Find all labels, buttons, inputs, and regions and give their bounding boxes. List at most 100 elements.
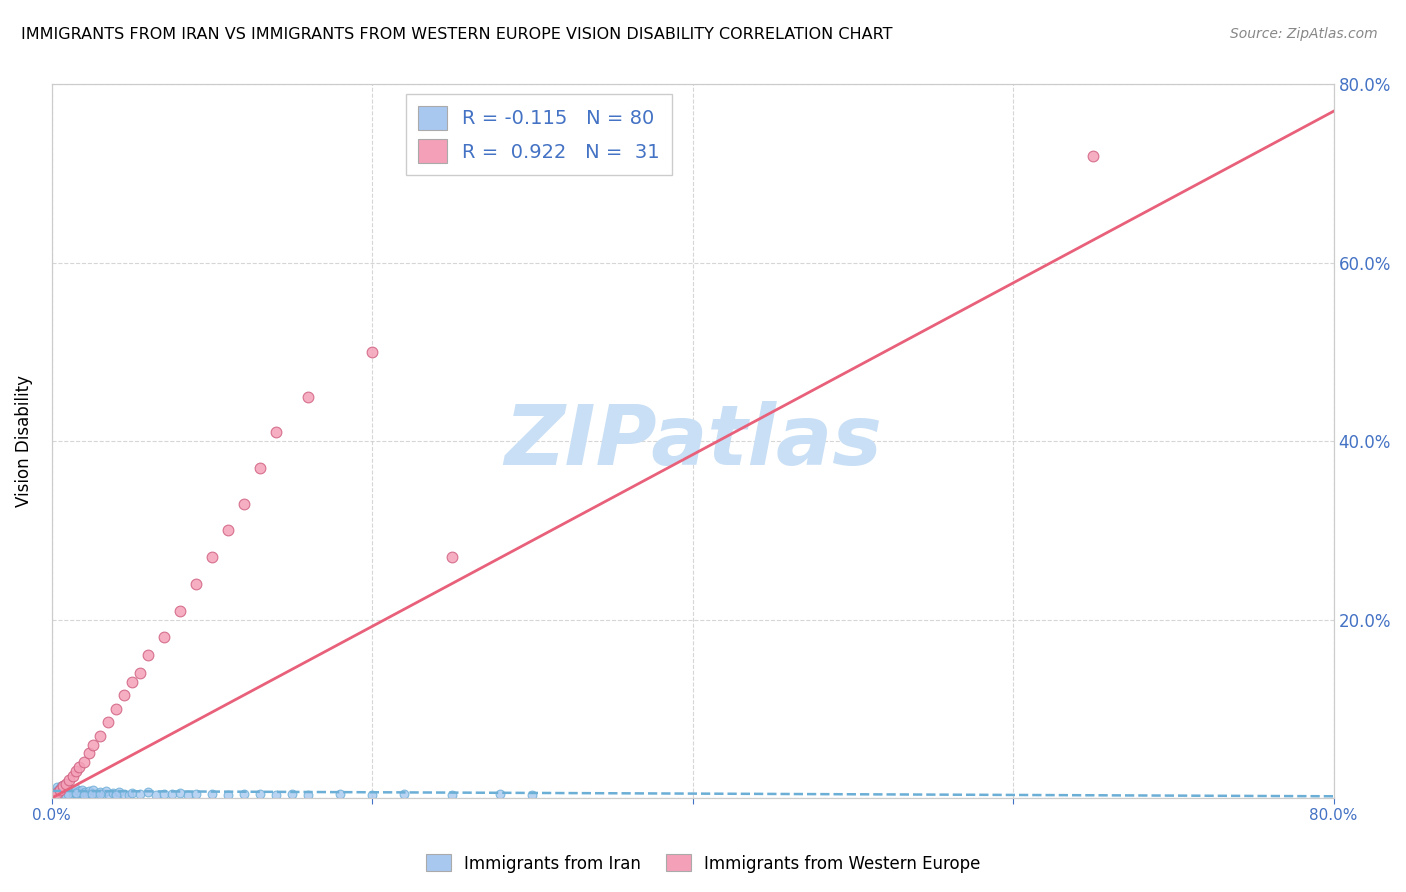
Point <box>361 345 384 359</box>
Point <box>73 789 96 803</box>
Text: ZIPatlas: ZIPatlas <box>503 401 882 482</box>
Point <box>82 783 104 797</box>
Point <box>118 789 141 803</box>
Point <box>58 785 80 799</box>
Point <box>112 787 135 801</box>
Point <box>136 648 159 663</box>
Point <box>329 788 352 802</box>
Point <box>489 788 512 802</box>
Point <box>49 783 72 797</box>
Point <box>77 747 100 761</box>
Point <box>98 789 121 803</box>
Point <box>91 787 114 801</box>
Point <box>297 789 319 803</box>
Point <box>52 786 75 800</box>
Point <box>184 577 207 591</box>
Point <box>112 689 135 703</box>
Point <box>62 769 84 783</box>
Point <box>55 777 77 791</box>
Point <box>264 425 287 440</box>
Point <box>49 789 72 803</box>
Point <box>441 550 464 565</box>
Point <box>63 785 86 799</box>
Point <box>45 786 67 800</box>
Point <box>145 789 167 803</box>
Point <box>73 788 96 802</box>
Point <box>101 786 124 800</box>
Point <box>46 783 69 797</box>
Point <box>42 789 65 804</box>
Point <box>42 787 65 801</box>
Point <box>77 784 100 798</box>
Point <box>169 786 191 800</box>
Point <box>128 666 150 681</box>
Point <box>233 787 256 801</box>
Point <box>67 760 90 774</box>
Point <box>128 788 150 802</box>
Point <box>56 788 79 802</box>
Point <box>67 784 90 798</box>
Point <box>153 631 176 645</box>
Point <box>55 786 77 800</box>
Point <box>56 783 79 797</box>
Point <box>82 738 104 752</box>
Point <box>249 461 271 475</box>
Point <box>65 764 87 779</box>
Point <box>153 787 176 801</box>
Point <box>217 524 239 538</box>
Legend: R = -0.115   N = 80, R =  0.922   N =  31: R = -0.115 N = 80, R = 0.922 N = 31 <box>406 95 672 175</box>
Point <box>59 783 82 797</box>
Point <box>96 784 118 798</box>
Point <box>136 785 159 799</box>
Point <box>79 789 101 803</box>
Point <box>49 781 72 796</box>
Point <box>169 604 191 618</box>
Point <box>104 702 127 716</box>
Point <box>86 788 108 802</box>
Point <box>522 789 544 803</box>
Point <box>44 784 66 798</box>
Point <box>52 780 75 794</box>
Y-axis label: Vision Disability: Vision Disability <box>15 376 32 508</box>
Point <box>58 781 80 796</box>
Point <box>45 788 67 802</box>
Point <box>121 786 143 800</box>
Point <box>281 787 304 801</box>
Point <box>51 787 73 801</box>
Text: Source: ZipAtlas.com: Source: ZipAtlas.com <box>1230 27 1378 41</box>
Point <box>75 785 97 799</box>
Point <box>394 788 416 802</box>
Point <box>51 780 73 794</box>
Point <box>80 787 103 801</box>
Text: IMMIGRANTS FROM IRAN VS IMMIGRANTS FROM WESTERN EUROPE VISION DISABILITY CORRELA: IMMIGRANTS FROM IRAN VS IMMIGRANTS FROM … <box>21 27 893 42</box>
Point <box>42 789 65 803</box>
Point <box>89 729 111 743</box>
Point <box>45 786 67 800</box>
Point <box>62 789 84 803</box>
Point <box>49 785 72 799</box>
Point <box>249 788 271 802</box>
Point <box>184 787 207 801</box>
Point <box>233 497 256 511</box>
Point <box>59 787 82 801</box>
Point <box>44 789 66 803</box>
Point <box>177 789 200 803</box>
Point <box>46 788 69 802</box>
Point <box>53 788 76 802</box>
Point <box>264 789 287 803</box>
Point <box>108 785 131 799</box>
Point <box>65 782 87 797</box>
Point <box>55 780 77 795</box>
Point <box>45 780 67 795</box>
Point <box>441 789 464 803</box>
Point <box>53 784 76 798</box>
Point <box>53 787 76 801</box>
Point <box>65 787 87 801</box>
Point <box>361 789 384 803</box>
Point <box>66 788 89 802</box>
Legend: Immigrants from Iran, Immigrants from Western Europe: Immigrants from Iran, Immigrants from We… <box>419 847 987 880</box>
Point <box>217 789 239 803</box>
Point <box>201 550 224 565</box>
Point <box>70 783 93 797</box>
Point <box>104 789 127 803</box>
